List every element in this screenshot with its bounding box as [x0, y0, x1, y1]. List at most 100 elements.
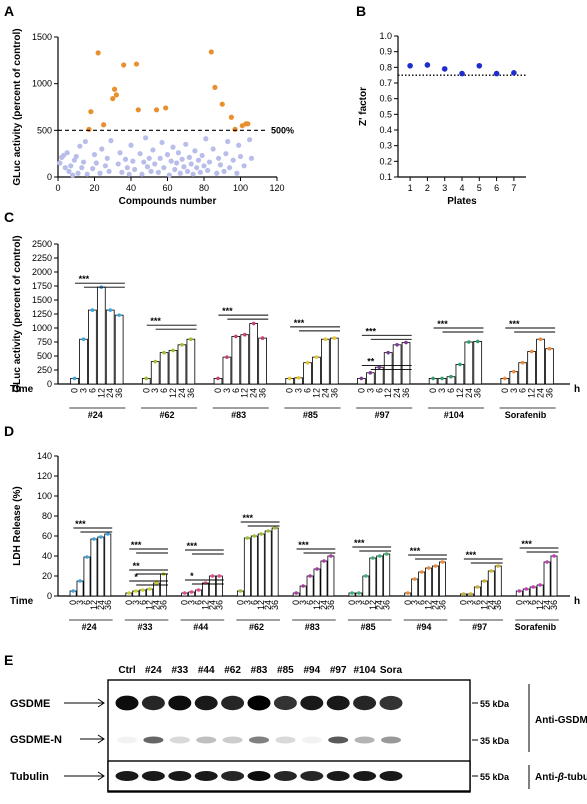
c-bar-point — [117, 313, 121, 317]
d-group-label: #24 — [82, 622, 97, 632]
band-tubulin — [115, 771, 139, 781]
d-bar — [550, 555, 558, 597]
lane-label: Ctrl — [118, 665, 135, 676]
a-point-nonhit — [75, 170, 81, 176]
a-point-nonhit — [102, 163, 109, 169]
a-point-nonhit — [195, 157, 202, 163]
a-x-label: Compounds number — [119, 196, 217, 207]
b-y-tick-label: 0.7 — [379, 78, 392, 88]
a-point-nonhit — [99, 146, 105, 152]
lane-label: #24 — [145, 665, 162, 676]
c-time-tick-label: 24 — [320, 388, 330, 398]
c-bar-point — [260, 336, 265, 340]
a-point-nonhit — [172, 166, 178, 173]
d-bar — [327, 555, 335, 597]
c-y-tick-label: 1500 — [32, 295, 52, 305]
b-x-tick-label: 7 — [511, 183, 516, 193]
d-bar-point — [78, 579, 82, 583]
band-gsdme — [326, 695, 350, 711]
d-bar-point — [433, 564, 438, 568]
d-y-tick-label: 20 — [42, 571, 52, 581]
c-group-label: #104 — [444, 410, 464, 420]
c-bar — [321, 338, 330, 385]
c-time-tick-label: 0 — [428, 388, 438, 393]
c-time-tick-label: 24 — [105, 388, 115, 398]
band-gsdme — [168, 695, 192, 711]
d-bar — [362, 575, 370, 597]
d-bar — [208, 575, 216, 597]
c-bar-point — [153, 359, 157, 364]
lane-label: #33 — [171, 665, 188, 676]
d-bar-point — [461, 592, 466, 596]
d-group-label: #33 — [137, 622, 152, 632]
d-bar-point — [517, 589, 522, 593]
marker-55kda: 55 kDa — [480, 699, 510, 709]
c-bar — [258, 337, 267, 385]
c-bar — [536, 338, 545, 385]
d-bar-point — [85, 555, 89, 559]
a-point-nonhit — [64, 150, 70, 156]
c-y-tick-label: 1000 — [32, 323, 52, 333]
c-bar-point — [395, 343, 399, 347]
a-point-nonhit — [70, 172, 76, 178]
c-bar — [383, 352, 393, 385]
c-bar-point — [377, 365, 382, 370]
b-y-tick-label: 0.6 — [379, 94, 392, 104]
a-point-nonhit — [161, 165, 167, 171]
c-time-tick-label: 36 — [258, 388, 268, 398]
c-bar-point — [449, 374, 453, 379]
d-group-label: #97 — [472, 622, 487, 632]
d-bar-point — [405, 591, 410, 595]
a-point-nonhit — [141, 159, 147, 165]
c-bar — [329, 337, 339, 385]
band-gsdme-n — [249, 736, 269, 744]
arrow-gsdme — [64, 698, 105, 708]
d-y-tick-label: 100 — [37, 491, 52, 501]
c-bar-point — [144, 376, 149, 381]
c-bar-point — [81, 337, 86, 342]
marker-35kda: 35 kDa — [480, 736, 510, 746]
d-bar-point — [99, 535, 103, 539]
a-point-nonhit — [93, 160, 99, 166]
a-point-hit — [135, 107, 141, 113]
a-point-nonhit — [90, 166, 96, 172]
d-time-tick-label: 6 — [305, 600, 315, 605]
d-bar-point — [266, 529, 270, 533]
a-point-nonhit — [192, 148, 198, 154]
c-time-tick-label: 6 — [159, 388, 169, 393]
c-bar — [186, 338, 196, 385]
d-time-tick-label: 36 — [103, 600, 113, 610]
a-x-tick-label: 60 — [162, 183, 172, 193]
d-bar-point — [259, 532, 264, 536]
c-sig-bracket-label: *** — [294, 318, 305, 328]
c-time-tick-label: 36 — [186, 388, 196, 398]
d-bar-point — [189, 590, 194, 594]
c-bar-point — [251, 321, 256, 326]
a-point-nonhit — [194, 165, 200, 171]
blot-lane-labels: Ctrl #24 #33 #44 #62 #83 #85 #94 #97 #104 Sora — [118, 665, 402, 676]
a-point-nonhit — [106, 168, 112, 174]
b-point — [459, 70, 465, 77]
c-bar-point — [431, 376, 435, 381]
a-point-hit — [163, 105, 169, 111]
panel-label-d: D — [4, 423, 14, 439]
d-time-tick-label: 3 — [242, 600, 252, 605]
a-point-nonhit — [77, 143, 83, 149]
a-point-nonhit — [157, 155, 163, 161]
a-point-hit — [111, 86, 118, 92]
d-time-tick-label: 36 — [493, 600, 503, 610]
a-point-nonhit — [82, 138, 88, 145]
a-point-nonhit — [79, 165, 85, 171]
b-x-tick-label: 3 — [442, 183, 447, 193]
c-bar-point — [520, 360, 525, 365]
d-bar-point — [182, 591, 187, 595]
a-x-tick-label: 120 — [269, 183, 284, 193]
c-bar-point — [314, 355, 319, 359]
lane-label: #62 — [224, 665, 241, 676]
band-tubulin — [247, 771, 271, 781]
d-time-tick-label: 24 — [207, 600, 217, 610]
c-bar-point — [368, 371, 373, 375]
band-gsdme-n — [143, 736, 164, 744]
c-time-tick-label: 6 — [446, 388, 456, 393]
